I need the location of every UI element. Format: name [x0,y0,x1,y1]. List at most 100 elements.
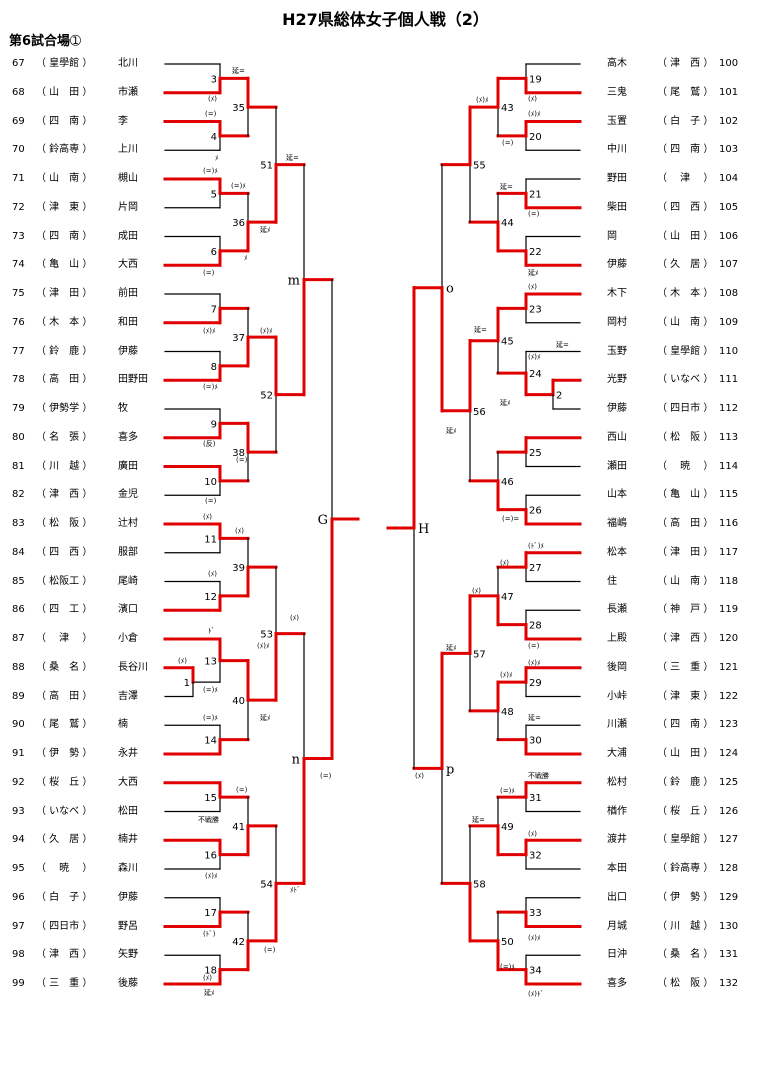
player-name: 長瀬 [607,604,627,616]
result-annotation: (ﾒ) [528,283,537,291]
player-name: 辻村 [118,518,138,529]
player-name: 上川 [118,144,138,156]
left-player-row: 98 （ 津 西 ） 矢野 [0,948,771,962]
player-school: （ 山 南 ） [657,575,714,587]
result-annotation: (=)= [502,515,519,523]
player-name: 喜多 [118,431,138,443]
player-number: 74 [12,259,25,271]
player-number: 92 [12,776,25,788]
result-annotation: (ﾒ) [203,974,212,982]
player-school: （ 津 東 ） [657,690,714,702]
player-number: 130 [719,920,739,932]
player-school: （ 三 重 ） [657,661,714,673]
player-name: 月城 [607,920,627,932]
player-school: （ 川 越 ） [657,920,714,932]
player-name: 大西 [118,259,138,271]
match-number: 40 [232,696,245,707]
player-name: 李 [118,115,128,127]
result-annotation: 延ﾒ [260,225,271,234]
player-number: 104 [719,173,739,184]
player-number: 84 [12,546,25,558]
result-annotation: (ﾒ)ﾒ [528,110,541,118]
player-number: 113 [719,431,739,443]
match-number: 38 [232,448,245,459]
player-name: 大浦 [607,748,627,759]
player-number: 105 [719,201,739,213]
match-number: 53 [260,630,273,641]
left-player-row: 89 （ 高 田 ） 吉澤 [0,690,771,704]
result-annotation: (ﾒ)ﾒ [260,327,273,335]
player-name: 槻山 [118,173,138,184]
right-player-row: 112 （ 四日市 ） 伊藤 [0,402,771,416]
right-player-row: 126 （ 桜 丘 ） 楢作 [0,805,771,819]
player-number: 131 [719,949,739,961]
result-annotation: 延= [474,325,487,334]
result-annotation: 延= [528,713,541,722]
player-school: （ 四 南 ） [657,719,714,731]
player-school: （ 津 田 ） [36,288,93,299]
match-number: 16 [204,851,217,862]
result-annotation: 延ﾒ [446,643,457,652]
right-player-row: 108 （ 木 本 ） 木下 [0,287,771,301]
match-number: 47 [501,592,514,603]
left-player-row: 88 （ 桑 名 ） 長谷川 [0,661,771,675]
player-name: 矢野 [118,949,138,961]
player-number: 95 [12,863,25,874]
player-number: 88 [12,661,25,673]
match-number: 15 [204,793,217,804]
result-annotation: 延ﾒ [446,426,457,435]
right-player-row: 100 （ 津 西 ） 高木 [0,57,771,71]
match-number: 28 [529,621,542,632]
match-number: 4 [211,132,217,143]
result-annotation: 延= [286,153,299,162]
result-annotation: (ﾒ) [290,614,299,622]
match-number: 43 [501,103,514,114]
result-annotation: (ﾒ) [528,95,537,103]
right-player-row: 102 （ 白 子 ） 玉置 [0,115,771,129]
player-school: （ 津 西 ） [657,58,714,69]
player-school: （ 皇學館 ） [657,345,714,357]
match-number: 29 [529,678,542,689]
player-school: （ 四 工 ） [36,604,93,616]
match-number: 50 [501,937,514,948]
left-player-row: 68 （ 山 田 ） 市瀬 [0,86,771,100]
left-player-row: 75 （ 津 田 ） 前田 [0,287,771,301]
match-number: 58 [473,879,486,890]
player-school: （ 皇學館 ） [657,834,714,846]
right-player-row: 127 （ 皇學館 ） 渡井 [0,833,771,847]
player-number: 108 [719,288,739,299]
player-name: 伊藤 [607,403,627,414]
result-annotation: (=)ﾒ [203,714,218,722]
right-player-row: 103 （ 四 南 ） 中川 [0,143,771,157]
player-name: 本田 [607,863,627,874]
player-number: 97 [12,920,25,932]
result-annotation: (ﾒ) [500,559,509,567]
player-name: 上殿 [607,633,627,644]
right-player-row: 122 （ 津 東 ） 小峠 [0,690,771,704]
player-number: 110 [719,345,739,357]
left-player-row: 74 （ 亀 山 ） 大西 [0,258,771,272]
right-player-row: 114 （ 暁 ） 瀬田 [0,460,771,474]
player-school: （ 松 阪 ） [657,431,714,443]
player-school: （ いなべ ） [657,374,714,386]
result-annotation: (ﾒ) [472,587,481,595]
match-number: 2 [556,391,562,402]
player-name: 片岡 [118,201,138,213]
player-school: （ 尾 鷲 ） [36,719,93,731]
right-player-row: 123 （ 四 南 ） 川瀬 [0,718,771,732]
result-annotation: (ﾒ) [203,513,212,521]
player-name: 前田 [118,288,138,299]
player-number: 101 [719,86,739,98]
match-number: 51 [260,161,273,172]
player-name: 岡 [607,230,617,242]
player-name: 金児 [118,489,138,501]
player-school: （ 白 子 ） [36,891,93,903]
right-player-row: 111 （ いなべ ） 光野 [0,373,771,387]
player-school: （ 鈴 鹿 ） [657,776,714,788]
result-annotation: (=) [236,456,248,464]
right-player-row: 130 （ 川 越 ） 月城 [0,920,771,934]
match-number: 49 [501,822,514,833]
result-annotation: (ﾒ) [178,657,187,665]
player-number: 129 [719,891,739,903]
